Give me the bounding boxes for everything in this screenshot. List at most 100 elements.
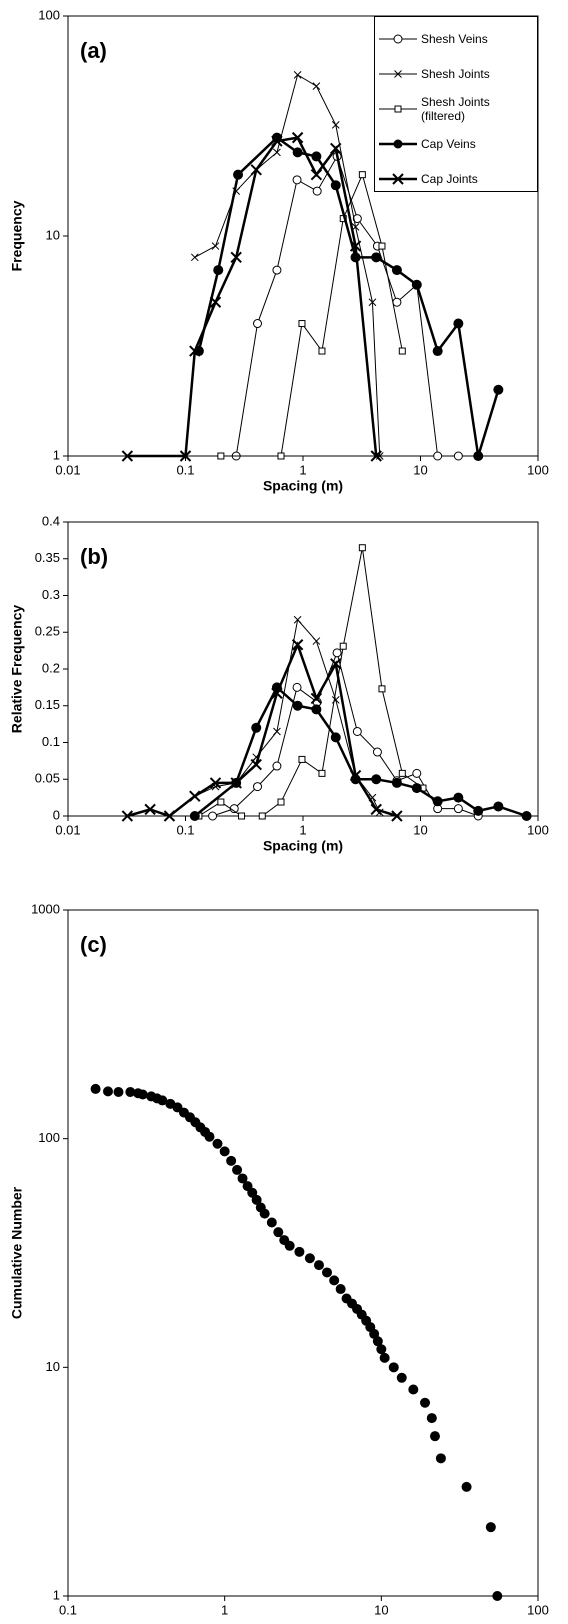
marker-shape	[293, 615, 302, 624]
legend-entry: Shesh Joints	[375, 56, 533, 91]
marker-shape	[426, 1413, 437, 1424]
marker	[339, 642, 347, 650]
marker-shape	[293, 71, 302, 79]
marker-shape	[313, 1260, 324, 1271]
marker	[408, 1384, 419, 1395]
marker-shape	[189, 790, 201, 802]
plot-frame	[67, 521, 539, 817]
marker	[312, 186, 322, 196]
marker-shape	[372, 747, 382, 757]
marker-shape	[473, 805, 484, 816]
marker	[379, 1352, 390, 1363]
marker-shape	[291, 131, 304, 144]
marker	[277, 798, 285, 806]
legend-label: Shesh Veins	[421, 31, 488, 46]
marker-shape	[370, 450, 382, 462]
marker-shape	[372, 1336, 383, 1347]
y-tick-label: 0.2	[42, 660, 60, 675]
legend: Shesh Veins Shesh Joints Shesh Joints (fil…	[374, 16, 538, 192]
marker-shape	[250, 758, 262, 771]
marker-shape	[230, 777, 242, 789]
y-tick-label: 100	[38, 7, 60, 22]
marker-shape	[391, 777, 402, 788]
marker-shape	[349, 240, 362, 252]
series-line	[194, 685, 528, 818]
marker	[411, 279, 422, 290]
marker	[284, 1240, 295, 1251]
marker-shape	[113, 1086, 124, 1097]
marker-shape	[212, 1138, 223, 1149]
x-tick-label: 1	[221, 1602, 228, 1617]
marker	[258, 812, 266, 820]
marker	[291, 131, 304, 144]
marker-shape	[429, 1431, 440, 1442]
marker-shape	[330, 180, 341, 191]
legend-entry: Cap Veins	[375, 126, 533, 161]
marker-shape	[237, 1173, 248, 1184]
marker	[312, 637, 321, 645]
marker-shape	[493, 384, 504, 395]
marker	[294, 1246, 305, 1257]
marker-shape	[291, 639, 304, 651]
marker	[163, 810, 176, 822]
marker-shape	[371, 774, 382, 785]
marker-shape	[284, 1240, 295, 1251]
marker	[253, 319, 263, 329]
marker-shape	[298, 320, 306, 328]
marker	[330, 142, 342, 155]
marker-shape	[453, 792, 464, 803]
marker	[189, 790, 201, 802]
marker-shape	[311, 151, 322, 162]
marker-shape	[493, 801, 504, 812]
series-line	[194, 74, 381, 457]
marker	[378, 242, 386, 250]
marker	[368, 298, 377, 307]
marker-shape	[292, 682, 302, 692]
marker-shape	[379, 1352, 390, 1363]
marker-shape	[292, 700, 303, 711]
marker-shape	[238, 812, 246, 820]
marker-shape	[217, 452, 225, 460]
marker	[251, 722, 262, 733]
marker	[394, 105, 402, 112]
x-tick-label: 10	[413, 822, 427, 837]
y-tick-label: 1000	[31, 901, 60, 916]
marker	[391, 777, 402, 788]
x-axis-label: Spacing (m)	[263, 478, 343, 494]
panel-label: (a)	[80, 38, 107, 63]
legend-swatch	[379, 139, 417, 148]
marker	[190, 253, 199, 262]
y-tick-label: 0.4	[42, 513, 60, 528]
marker	[208, 811, 218, 821]
marker	[272, 265, 282, 275]
marker	[312, 82, 321, 90]
marker-shape	[273, 1227, 284, 1238]
marker	[226, 1155, 237, 1166]
marker	[230, 251, 242, 264]
marker-shape	[232, 1164, 243, 1175]
marker-shape	[121, 810, 134, 822]
marker	[331, 696, 340, 704]
y-tick-label: 10	[46, 1359, 60, 1374]
marker-shape	[368, 298, 377, 307]
series-line	[212, 651, 479, 817]
marker	[251, 1194, 262, 1205]
marker	[277, 452, 285, 460]
marker-shape	[411, 279, 422, 290]
marker	[310, 168, 323, 181]
marker	[113, 1086, 124, 1097]
marker	[233, 169, 244, 180]
legend-swatch	[379, 69, 417, 78]
marker-shape	[272, 265, 282, 275]
marker	[371, 774, 382, 785]
marker-shape	[420, 1397, 431, 1408]
marker-shape	[310, 692, 323, 705]
marker-shape	[329, 1275, 340, 1286]
marker-shape	[189, 811, 200, 821]
marker	[121, 810, 134, 822]
marker-shape	[190, 253, 199, 262]
marker-shape	[272, 761, 282, 771]
marker	[90, 1083, 101, 1094]
marker	[388, 1362, 399, 1373]
marker	[332, 648, 342, 658]
